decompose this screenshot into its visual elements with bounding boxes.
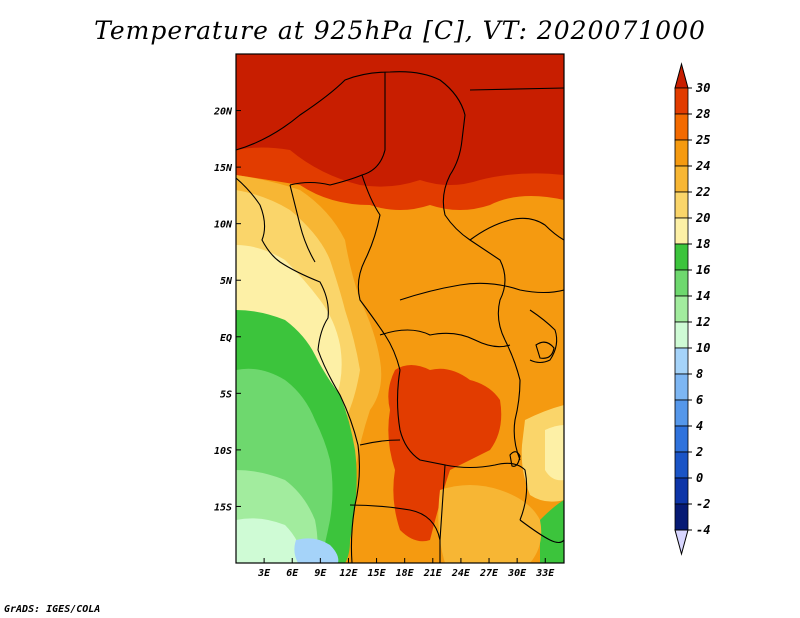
border-11 — [469, 87, 564, 91]
colorbar-segment — [674, 243, 689, 271]
lat-tick-label: 20N — [213, 107, 233, 118]
colorbar-segment — [674, 399, 689, 427]
border-6 — [396, 369, 446, 541]
colorbar-segment — [674, 113, 689, 141]
colorbar-label: 22 — [695, 185, 710, 199]
colorbar-label: 25 — [695, 133, 710, 147]
map-frame — [235, 53, 565, 564]
lon-tick-label: 9E — [314, 568, 327, 579]
colorbar-segment — [674, 217, 689, 245]
colorbar-label: 8 — [696, 367, 703, 381]
lat-tick-label: 5S — [220, 389, 232, 400]
colorbar-label: 18 — [696, 237, 710, 251]
lon-tick-label: 33E — [535, 568, 555, 579]
lat-tick-label: EQ — [220, 333, 232, 344]
colorbar-segment — [674, 321, 689, 349]
colorbar-segment — [674, 191, 689, 219]
lon-tick-label: 6E — [286, 568, 299, 579]
colorbar-label: -2 — [696, 497, 710, 511]
colorbar-segment — [674, 269, 689, 297]
lon-tick-label: 21E — [423, 568, 443, 579]
field-16-southeast — [540, 500, 564, 563]
field-22-south — [438, 485, 542, 563]
border-9 — [349, 504, 441, 563]
colorbar-segment — [674, 503, 689, 531]
colorbar-top-arrow — [674, 62, 689, 89]
colorbar-segment — [674, 373, 689, 401]
lat-tick-label: 15S — [214, 502, 232, 513]
colorbar-label: 0 — [696, 471, 703, 485]
country-borders — [236, 71, 564, 563]
lat-tick-label: 5N — [220, 276, 233, 287]
colorbar-label: 6 — [696, 393, 703, 407]
colorbar-label: 24 — [695, 159, 710, 173]
colorbar-label: 30 — [695, 81, 710, 95]
border-3 — [357, 174, 401, 371]
colorbar-bottom-arrow — [674, 529, 689, 556]
border-1 — [289, 72, 386, 186]
lake-2 — [535, 341, 555, 359]
temperature-field — [236, 54, 564, 563]
field-30-band — [236, 54, 564, 187]
lat-tick-label: 10N — [214, 220, 233, 231]
colorbar-segment — [674, 451, 689, 479]
lat-tick-label: 10S — [214, 446, 232, 457]
longitude-ticks: 3E 6E 9E 12E 15E 18E 21E 24E 27E 30E 33E — [257, 558, 555, 579]
colorbar-label: 10 — [696, 341, 710, 355]
border-13 — [529, 309, 558, 364]
border-10 — [519, 519, 564, 544]
colorbar-label: 20 — [695, 211, 710, 225]
border-14 — [469, 217, 564, 241]
map-title: Temperature at 925hPa [C], VT: 202007100… — [94, 16, 706, 45]
lon-tick-label: 30E — [507, 568, 527, 579]
colorbar-segment — [674, 347, 689, 375]
colorbar-label: 28 — [695, 107, 710, 121]
border-sahel — [236, 71, 466, 151]
field-8-coast — [294, 538, 339, 563]
lon-tick-label: 15E — [368, 568, 387, 579]
colorbar-segment — [674, 295, 689, 323]
lat-tick-label: 15N — [214, 163, 233, 174]
colorbar-segment — [674, 477, 689, 505]
colorbar-label: -4 — [696, 523, 710, 537]
lon-tick-label: 18E — [396, 568, 415, 579]
lon-tick-label: 12E — [339, 568, 358, 579]
lon-tick-label: 24E — [451, 568, 471, 579]
colorbar-segment — [674, 87, 689, 115]
colorbar-segment — [674, 139, 689, 167]
grads-credit: GrADS: IGES/COLA — [4, 604, 101, 615]
coastline — [236, 177, 361, 563]
border-4 — [399, 282, 564, 301]
colorbar-label: 2 — [695, 445, 703, 459]
colorbar-segment — [674, 425, 689, 453]
lon-tick-label: 3E — [257, 568, 271, 579]
colorbar-label: 12 — [696, 315, 710, 329]
border-5 — [379, 329, 511, 348]
colorbar-segment — [674, 165, 689, 193]
field-20-east — [545, 425, 564, 481]
lake-1 — [509, 451, 521, 467]
border-15 — [289, 184, 316, 263]
colorbar-label: 4 — [696, 419, 703, 433]
field-10-coast — [236, 518, 305, 563]
border-7 — [444, 462, 528, 521]
border-8 — [359, 439, 401, 446]
colorbar-label: 14 — [696, 289, 710, 303]
latitude-ticks: 20N 15N 10N 5N EQ 5S 10S 15S — [213, 107, 241, 513]
border-12 — [504, 339, 521, 461]
field-28-interior — [388, 365, 502, 542]
lon-tick-label: 27E — [479, 568, 499, 579]
colorbar-label: 16 — [696, 263, 710, 277]
